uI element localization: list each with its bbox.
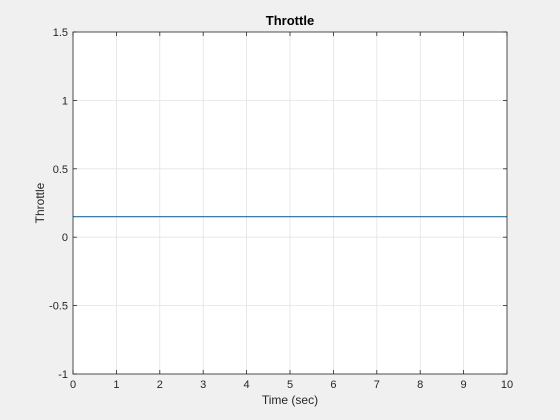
x-tick-label: 4 (244, 379, 250, 391)
x-tick-label: 7 (374, 379, 380, 391)
tick-marks (72, 31, 508, 375)
y-tick-label: 1 (62, 95, 68, 107)
x-tick-label: 8 (417, 379, 423, 391)
y-tick-label: 0 (62, 232, 68, 244)
x-tick-label: 2 (157, 379, 163, 391)
x-axis-label: Time (sec) (262, 393, 318, 407)
y-tick-label: 1.5 (53, 27, 68, 39)
x-tick-label: 6 (330, 379, 336, 391)
y-tick-label: -1 (58, 369, 68, 381)
x-tick-label: 9 (461, 379, 467, 391)
y-tick-label: -0.5 (49, 301, 68, 313)
x-tick-label: 3 (200, 379, 206, 391)
x-tick-label: 5 (287, 379, 293, 391)
x-tick-label: 10 (501, 379, 513, 391)
y-tick-label: 0.5 (53, 164, 68, 176)
x-tick-labels: 0 1 2 3 4 5 6 7 8 9 10 (70, 379, 513, 391)
chart-title: Throttle (266, 13, 314, 28)
y-tick-labels: -1 -0.5 0 0.5 1 1.5 (49, 27, 68, 381)
y-axis-label: Throttle (33, 182, 47, 223)
x-tick-label: 0 (70, 379, 76, 391)
x-tick-label: 1 (113, 379, 119, 391)
